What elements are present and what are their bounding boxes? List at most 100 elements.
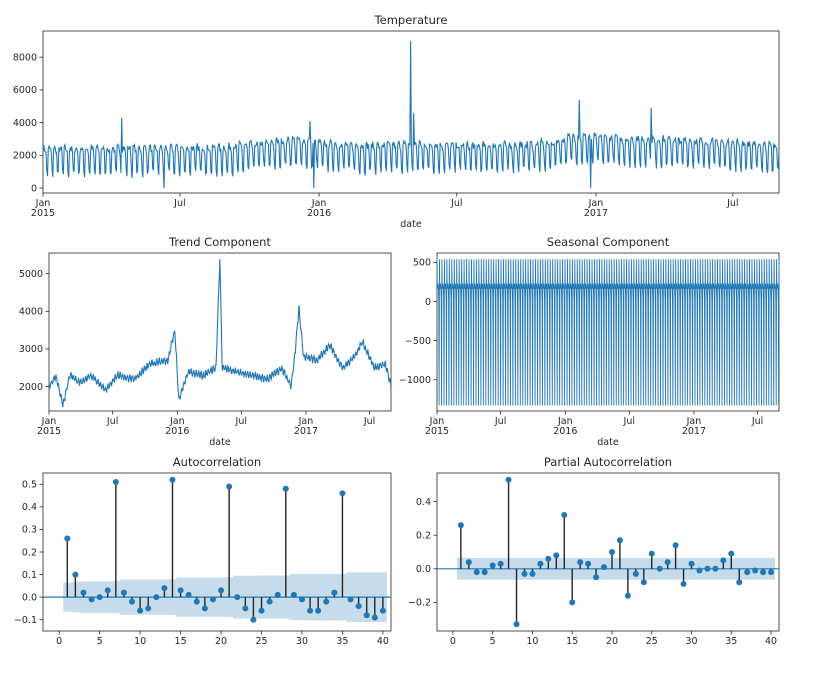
y-tick-label: 0.1: [22, 570, 37, 581]
x-tick-label: 30: [296, 636, 308, 647]
seasonal-series-line: [436, 259, 780, 406]
stem-marker: [161, 585, 168, 592]
stem-marker: [680, 580, 687, 587]
x-tick-label: 15: [175, 636, 187, 647]
stem-marker: [768, 569, 775, 576]
stem-marker: [744, 569, 751, 576]
x-tick-label: Jan: [588, 198, 604, 209]
x-tick-label: Jul: [235, 416, 247, 427]
stem-marker: [521, 570, 528, 577]
stem-marker: [569, 599, 576, 606]
y-tick-label: 0.4: [416, 497, 431, 508]
plot-frame: [48, 252, 392, 412]
y-tick-label: 5000: [19, 269, 43, 280]
stem-marker: [88, 596, 95, 603]
x-tick-year: 2017: [294, 426, 318, 437]
x-tick-label: 35: [336, 636, 348, 647]
y-tick-label: −1000: [399, 375, 431, 386]
chart-panel-2: Seasonal Component−1000−5000500Jan2015Ju…: [399, 235, 780, 448]
stem-marker: [545, 555, 552, 562]
stem-marker: [529, 570, 536, 577]
stem-marker: [640, 579, 647, 586]
stem-marker: [497, 560, 504, 567]
x-axis-label: date: [209, 437, 231, 448]
chart-title: Seasonal Component: [547, 235, 670, 249]
stem-marker: [561, 512, 568, 519]
stem-marker: [250, 616, 257, 623]
stem-marker: [688, 560, 695, 567]
y-tick-label: 6000: [13, 85, 37, 96]
stem-marker: [473, 569, 480, 576]
stem-marker: [696, 567, 703, 574]
stem-marker: [593, 574, 600, 581]
stem-marker: [80, 589, 87, 596]
stem-marker: [145, 605, 152, 612]
y-tick-label: 3000: [19, 344, 43, 355]
stem-marker: [481, 569, 488, 576]
y-tick-label: 8000: [13, 52, 37, 63]
temperature-series-line: [42, 40, 780, 189]
y-tick-label: 0: [31, 183, 37, 194]
stem-marker: [664, 559, 671, 566]
stem-marker: [104, 587, 111, 594]
stem-marker: [648, 550, 655, 557]
stem-marker: [355, 603, 362, 610]
stem-marker: [96, 594, 103, 601]
stem-marker: [752, 567, 759, 574]
y-tick-label: 0.0: [22, 592, 37, 603]
stem-marker: [193, 598, 200, 605]
stem-marker: [185, 591, 192, 598]
stem-marker: [736, 579, 743, 586]
x-tick-year: 2017: [584, 208, 608, 219]
y-tick-label: 0: [425, 297, 431, 308]
x-tick-label: Jan: [298, 416, 314, 427]
x-tick-label: 0: [56, 636, 62, 647]
stem-marker: [577, 559, 584, 566]
x-tick-label: Jul: [751, 416, 763, 427]
stem-marker: [720, 557, 727, 564]
stem-marker: [457, 522, 464, 529]
x-tick-label: 0: [450, 636, 456, 647]
stem-marker: [585, 560, 592, 567]
stem-marker: [465, 559, 472, 566]
stem-marker: [298, 596, 305, 603]
stem-marker: [307, 607, 314, 614]
stem-marker: [137, 607, 144, 614]
x-tick-label: Jan: [311, 198, 327, 209]
x-tick-label: Jan: [35, 198, 51, 209]
stem-marker: [226, 483, 233, 490]
stem-marker: [339, 490, 346, 497]
y-tick-label: 4000: [13, 118, 37, 129]
stem-marker: [601, 564, 608, 571]
chart-panel-4: Partial Autocorrelation −0.2 0.0 0.2 0.4 0 5 10…: [408, 455, 780, 647]
x-tick-label: Jan: [41, 416, 57, 427]
y-tick-label: 0.0: [416, 564, 431, 575]
x-tick-year: 2015: [37, 426, 61, 437]
x-tick-label: Jul: [363, 416, 375, 427]
stem-marker: [553, 552, 560, 559]
stem-marker: [760, 569, 767, 576]
stem-marker: [505, 476, 512, 483]
stem-marker: [201, 605, 208, 612]
stem-marker: [290, 591, 297, 598]
stem-marker: [608, 549, 615, 555]
stem-marker: [624, 592, 631, 599]
x-tick-year: 2015: [31, 208, 55, 219]
stem-marker: [331, 589, 338, 596]
y-tick-label: 0.2: [22, 547, 37, 558]
stem-marker: [704, 565, 711, 572]
y-tick-label: 0.5: [22, 480, 37, 491]
x-tick-label: 20: [215, 636, 227, 647]
x-tick-label: Jul: [173, 198, 185, 209]
stem-marker: [632, 570, 639, 577]
stem-marker: [379, 607, 386, 614]
y-tick-label: −500: [405, 336, 431, 347]
x-tick-label: 35: [725, 636, 737, 647]
stem-marker: [728, 550, 735, 557]
x-tick-label: Jul: [494, 416, 506, 427]
plot-frame: [436, 472, 780, 632]
y-tick-label: 0.2: [416, 530, 431, 541]
stem-marker: [177, 587, 184, 594]
